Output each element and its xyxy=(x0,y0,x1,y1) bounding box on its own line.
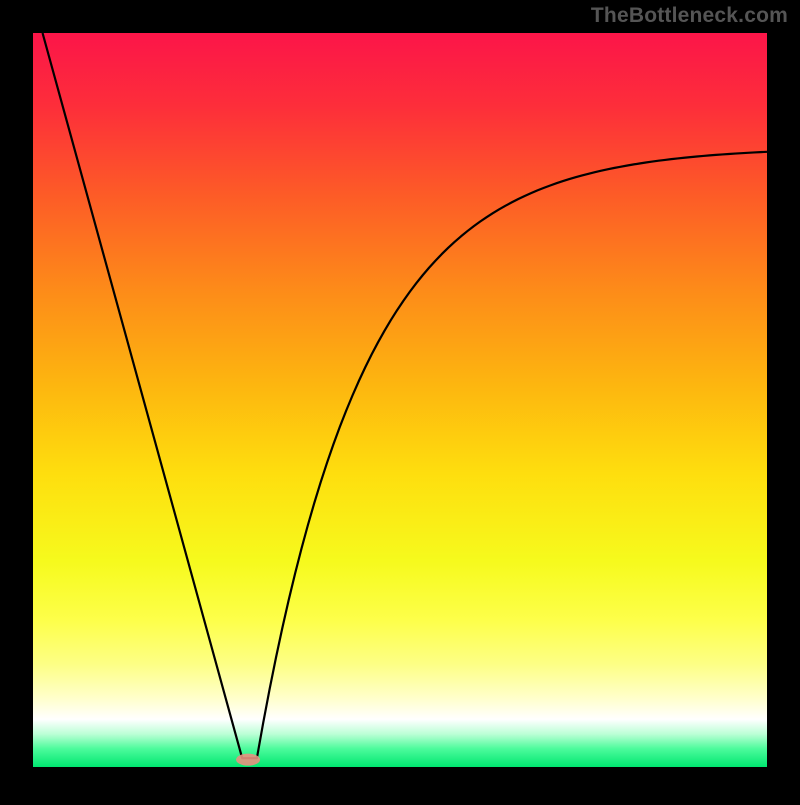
chart-container: TheBottleneck.com xyxy=(0,0,800,800)
vertex-marker xyxy=(236,754,260,766)
bottleneck-chart xyxy=(0,0,800,800)
watermark-text: TheBottleneck.com xyxy=(591,4,788,28)
